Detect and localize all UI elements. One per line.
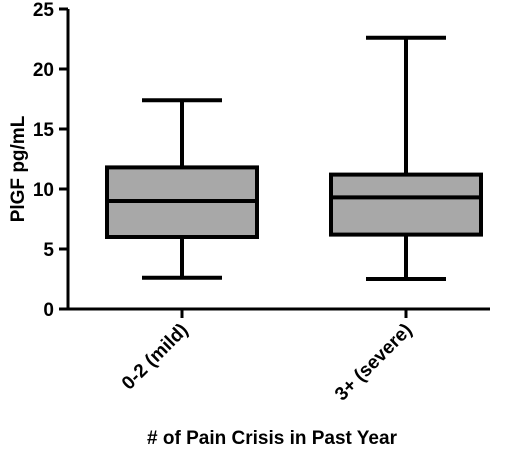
box-1 <box>105 98 259 280</box>
x-category-label: 3+ (severe) <box>331 320 416 405</box>
x-category-label: 0-2 (mild) <box>118 320 193 395</box>
y-tick-label: 10 <box>33 180 54 201</box>
boxes-group <box>105 35 483 281</box>
y-axis: 0 5 10 15 20 25 <box>33 0 70 321</box>
y-tick-label: 25 <box>33 0 55 21</box>
y-axis-title: PlGF pg/mL <box>8 115 29 222</box>
x-axis-title: # of Pain Crisis in Past Year <box>147 428 398 449</box>
y-tick-label: 0 <box>43 300 54 321</box>
x-axis: 0-2 (mild) 3+ (severe) <box>66 307 490 405</box>
iqr-box <box>329 172 483 237</box>
box-2 <box>329 35 483 281</box>
y-tick-label: 5 <box>43 240 54 261</box>
y-tick-label: 15 <box>33 120 55 141</box>
y-tick-label: 20 <box>33 60 54 81</box>
